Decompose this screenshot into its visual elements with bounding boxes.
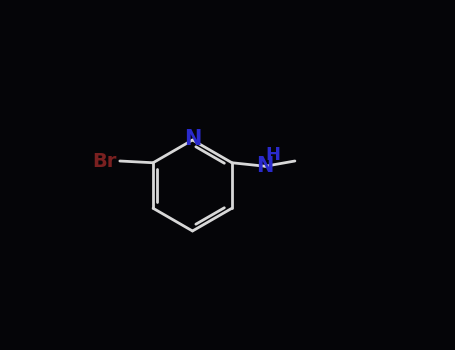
Text: N: N xyxy=(184,129,201,149)
Text: N: N xyxy=(257,156,274,176)
Text: Br: Br xyxy=(92,152,116,170)
Text: H: H xyxy=(266,146,281,164)
